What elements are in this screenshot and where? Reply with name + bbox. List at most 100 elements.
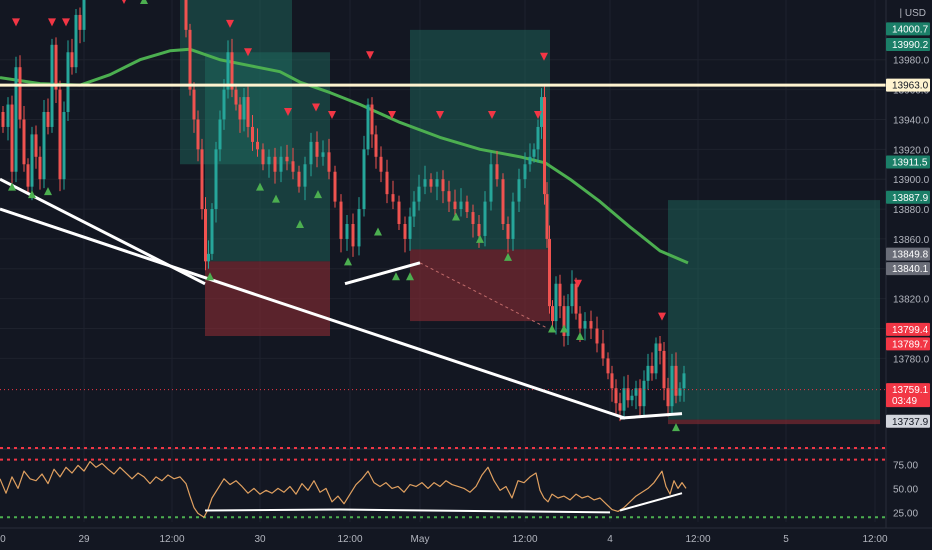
price-badge-label: 13840.1 xyxy=(892,264,929,275)
candle-body xyxy=(562,306,566,336)
candle-body xyxy=(327,152,331,172)
candle-body xyxy=(362,149,366,210)
candle-body xyxy=(543,97,546,195)
candle-body xyxy=(574,283,578,314)
horizontal-levels[interactable] xyxy=(0,83,886,449)
candle-body xyxy=(58,89,62,180)
price-badge[interactable] xyxy=(886,22,930,36)
candle-body xyxy=(218,119,222,150)
candle-body xyxy=(662,350,666,389)
candle-body xyxy=(238,104,242,120)
candle-body xyxy=(583,321,587,329)
divergence-line[interactable] xyxy=(204,508,341,512)
price-badge-label: 13789.7 xyxy=(892,339,929,350)
price-badge[interactable] xyxy=(886,322,930,336)
position-stop-zone[interactable] xyxy=(410,249,550,322)
candle-body xyxy=(614,388,618,404)
sell-arrow-icon xyxy=(388,110,396,119)
position-target-zone[interactable] xyxy=(668,200,880,420)
candle-body xyxy=(204,209,207,262)
price-tick-label: 13880.0 xyxy=(893,205,930,216)
candle-body xyxy=(14,67,18,172)
price-badge-label: 14000.7 xyxy=(892,24,929,35)
candle-body xyxy=(501,179,505,224)
candle-body xyxy=(551,306,554,322)
price-axis[interactable]: | USD13780.013800.013820.013840.013860.0… xyxy=(885,0,932,550)
candle-body xyxy=(441,179,445,192)
price-badge-label: 13849.8 xyxy=(892,250,929,261)
price-badge[interactable] xyxy=(886,414,930,428)
candle-body xyxy=(670,365,674,407)
candle-body xyxy=(517,179,521,202)
divergence-line[interactable] xyxy=(619,492,683,512)
candle-body xyxy=(622,388,626,411)
buy-arrow-icon xyxy=(296,220,304,228)
price-badge[interactable] xyxy=(886,337,930,351)
signal-arrows xyxy=(8,0,680,432)
candle-body xyxy=(374,134,378,157)
time-tick-label: 2:00 xyxy=(0,534,6,545)
price-badge[interactable] xyxy=(886,247,930,261)
time-tick-label: 12:00 xyxy=(159,534,184,545)
candle-body xyxy=(483,201,487,236)
trend-line[interactable] xyxy=(0,207,626,420)
candle-body xyxy=(207,253,210,262)
candle-body xyxy=(566,306,570,336)
trend-line[interactable] xyxy=(344,261,421,286)
candle-body xyxy=(595,328,599,344)
position-boxes[interactable] xyxy=(180,0,880,425)
time-axis[interactable]: 2:00 29 12:00 30 12:00 May 12:00 4 12:00 5 12:00 xyxy=(0,527,932,550)
sell-arrow-icon xyxy=(122,0,126,4)
candle-body xyxy=(46,112,50,127)
sell-arrow-icon xyxy=(534,110,542,119)
price-tick-label: 13820.0 xyxy=(893,295,930,306)
divergence-line[interactable] xyxy=(339,508,611,514)
candle-body xyxy=(285,156,289,162)
position-stop-zone[interactable] xyxy=(668,419,880,425)
buy-arrow-icon xyxy=(452,212,460,221)
buy-arrow-icon xyxy=(314,190,322,199)
candle-body xyxy=(200,149,204,210)
candle-body xyxy=(412,201,416,217)
candle-body xyxy=(251,126,254,142)
candle-body xyxy=(606,358,610,374)
price-badge[interactable] xyxy=(886,190,930,204)
sell-arrow-icon xyxy=(244,48,252,57)
moving-average-line xyxy=(0,47,689,265)
price-tick-label: 13780.0 xyxy=(893,354,930,365)
price-badge[interactable] xyxy=(886,262,930,276)
candle-body xyxy=(385,171,389,195)
candle-body xyxy=(273,156,277,172)
price-candles xyxy=(1,0,686,422)
candle-body xyxy=(654,343,658,374)
oscillator-tick-label: 50.00 xyxy=(893,484,918,495)
candle-body xyxy=(408,216,412,239)
buy-arrow-icon xyxy=(548,324,556,333)
trend-line[interactable] xyxy=(619,412,683,420)
candle-body xyxy=(242,97,246,120)
candle-body xyxy=(554,283,558,322)
sell-arrow-icon xyxy=(366,51,374,60)
time-tick-label: 12:00 xyxy=(337,534,362,545)
buy-arrow-icon xyxy=(392,272,400,281)
price-badge[interactable] xyxy=(886,383,930,408)
candle-body xyxy=(471,212,475,224)
candle-body xyxy=(291,161,295,172)
price-tick-label: 13980.0 xyxy=(893,56,930,67)
buy-arrow-icon xyxy=(672,423,680,432)
candle-body xyxy=(66,52,70,112)
candle-body xyxy=(601,343,605,359)
price-badge[interactable] xyxy=(886,38,930,52)
position-target-zone[interactable] xyxy=(410,29,550,250)
candle-body xyxy=(54,44,58,90)
price-badge[interactable] xyxy=(886,155,930,169)
candle-body xyxy=(630,395,634,401)
price-badge[interactable] xyxy=(886,78,930,92)
candle-body xyxy=(545,194,549,239)
sell-arrow-icon xyxy=(12,18,20,27)
candle-body xyxy=(477,224,481,236)
time-tick-label: 12:00 xyxy=(862,534,887,545)
price-badge-label: 13887.9 xyxy=(892,193,929,204)
sell-arrow-icon xyxy=(436,110,444,119)
